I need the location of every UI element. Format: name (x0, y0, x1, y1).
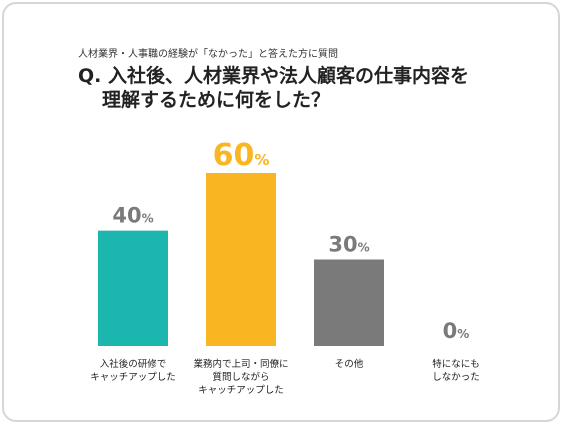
category-label: 特になにもしなかった (432, 358, 480, 383)
chart-question: Q. 入社後、人材業界や法人顧客の仕事内容を 理解するために何をした？ (78, 64, 469, 112)
data-label: 0% (443, 319, 470, 343)
bar (314, 259, 384, 346)
category-label: 入社後の研修でキャッチアップした (90, 358, 176, 383)
question-line-1: Q. 入社後、人材業界や法人顧客の仕事内容を (78, 65, 469, 87)
data-label: 30% (328, 233, 369, 257)
category-label: 業務内で上司・同僚に質問しながらキャッチアップした (193, 358, 288, 396)
chart-card (2, 2, 560, 422)
category-label: その他 (335, 358, 364, 370)
data-label: 40% (112, 204, 153, 228)
chart-subtitle: 人材業界・人事職の経験が「なかった」と答えた方に質問 (78, 49, 338, 60)
question-line-2: 理解するために何をした？ (102, 89, 331, 111)
bar (98, 230, 168, 346)
data-label: 60% (213, 138, 270, 173)
bar (206, 173, 276, 346)
